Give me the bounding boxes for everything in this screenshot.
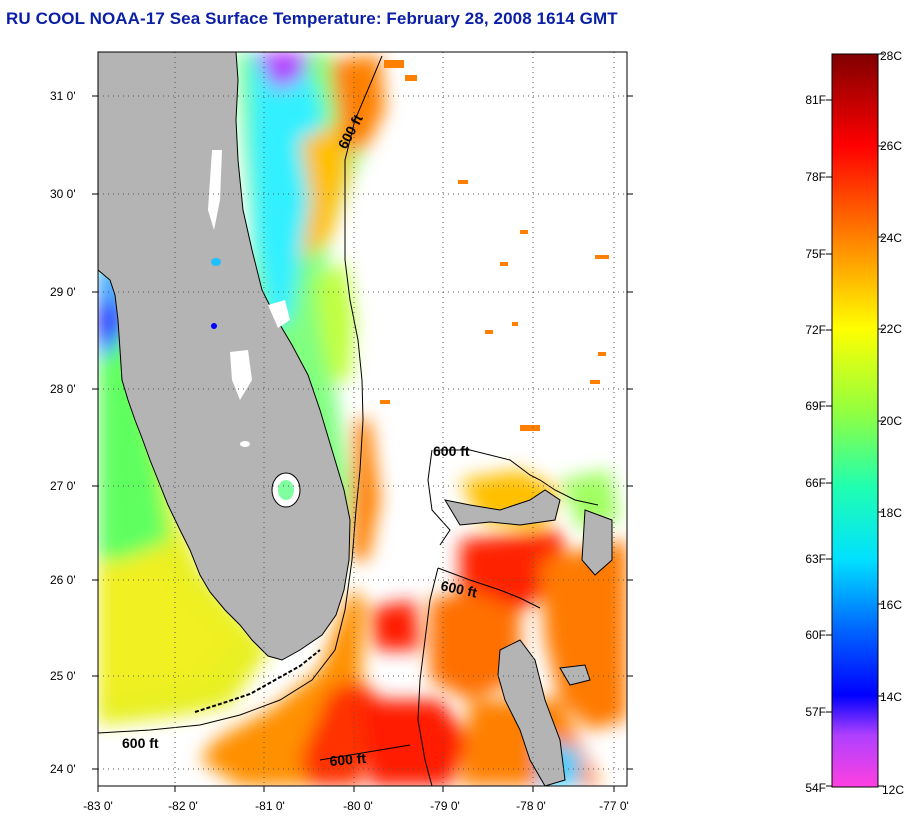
fahrenheit-label: 63F <box>805 552 826 566</box>
fahrenheit-label: 60F <box>805 628 826 642</box>
bahamas-bank <box>581 509 613 576</box>
bahamas-bank <box>559 664 591 686</box>
celsius-label: 20C <box>880 414 902 428</box>
bahamas-bank <box>443 489 561 526</box>
axis-ticks <box>92 95 633 792</box>
fahrenheit-label: 66F <box>805 476 826 490</box>
fahrenheit-label: 69F <box>805 399 826 413</box>
celsius-label: 24C <box>880 231 902 245</box>
colorbar-ticks <box>826 53 884 787</box>
inland-lake <box>211 258 221 266</box>
florida-keys <box>194 649 321 713</box>
lat-label: 31 0' <box>50 89 76 103</box>
celsius-label: 22C <box>880 322 902 336</box>
lat-label: 29 0' <box>50 285 76 299</box>
contour-label: 600 ft <box>329 750 367 769</box>
offshore-speckles <box>380 60 609 431</box>
lon-label: -79 0' <box>430 799 460 813</box>
sst-field: 600 ft 600 ft 600 ft 600 ft 600 ft <box>98 52 627 786</box>
fahrenheit-label: 78F <box>805 170 826 184</box>
celsius-label: 16C <box>880 598 902 612</box>
lat-label: 27 0' <box>50 479 76 493</box>
colorbar: 28C 26C 24C 22C 20C 18C 16C 14C 12C 81F … <box>805 49 904 797</box>
celsius-label: 18C <box>880 506 902 520</box>
celsius-label: 26C <box>880 139 902 153</box>
graticule <box>98 52 627 786</box>
lon-label: -80 0' <box>343 799 373 813</box>
lat-label: 24 0' <box>50 762 76 776</box>
contour-label: 600 ft <box>433 443 470 459</box>
inland-clouds <box>208 150 290 447</box>
fahrenheit-label: 81F <box>805 93 826 107</box>
fahrenheit-label: 75F <box>805 247 826 261</box>
lon-label: -81 0' <box>255 799 285 813</box>
celsius-label: 12C <box>882 783 904 797</box>
fahrenheit-label: 57F <box>805 705 826 719</box>
lon-label: -82 0' <box>168 799 198 813</box>
plot-frame <box>97 51 628 787</box>
lat-label: 28 0' <box>50 382 76 396</box>
fahrenheit-label: 72F <box>805 323 826 337</box>
florida-land <box>98 52 351 661</box>
bahamas-bank <box>497 639 566 786</box>
fahrenheit-label: 54F <box>805 781 826 795</box>
colorbar-gradient <box>831 53 879 788</box>
lon-label: -78 0' <box>516 799 546 813</box>
lat-label: 26 0' <box>50 573 76 587</box>
contour-label: 600 ft <box>122 735 159 751</box>
celsius-label: 28C <box>880 49 902 63</box>
celsius-label: 14C <box>880 690 902 704</box>
map-title: RU COOL NOAA-17 Sea Surface Temperature:… <box>6 9 618 28</box>
lat-label: 30 0' <box>50 187 76 201</box>
lon-label: -83 0' <box>83 799 113 813</box>
lake-sst <box>278 480 294 500</box>
contour-label: 600 ft <box>439 577 478 600</box>
isobath-600ft <box>98 55 599 786</box>
lat-label: 25 0' <box>50 669 76 683</box>
lon-label: -77 0' <box>599 799 629 813</box>
inland-lake <box>211 323 217 329</box>
